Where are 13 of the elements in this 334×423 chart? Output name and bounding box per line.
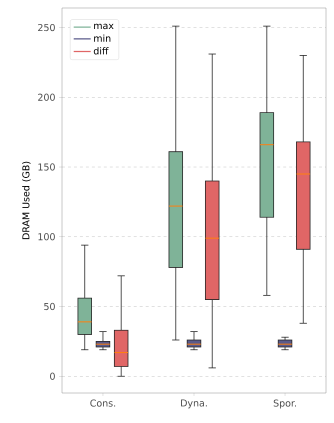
y-tick-label: 150 — [38, 163, 55, 171]
legend-label: diff — [94, 47, 109, 55]
legend-label: min — [94, 34, 110, 42]
x-tick-label: Dyna. — [181, 400, 207, 408]
x-tick-label: Cons. — [90, 400, 116, 407]
x-tick-label: Spor. — [274, 400, 296, 409]
y-axis-title: DRAM Used (GB) — [22, 162, 31, 240]
y-tick-label: 0 — [50, 372, 55, 380]
y-tick-label: 100 — [38, 233, 55, 240]
y-tick-label: 50 — [44, 302, 55, 310]
y-tick-label: 200 — [38, 94, 55, 101]
legend-label: max — [94, 24, 114, 30]
y-tick-label: 250 — [38, 24, 55, 32]
